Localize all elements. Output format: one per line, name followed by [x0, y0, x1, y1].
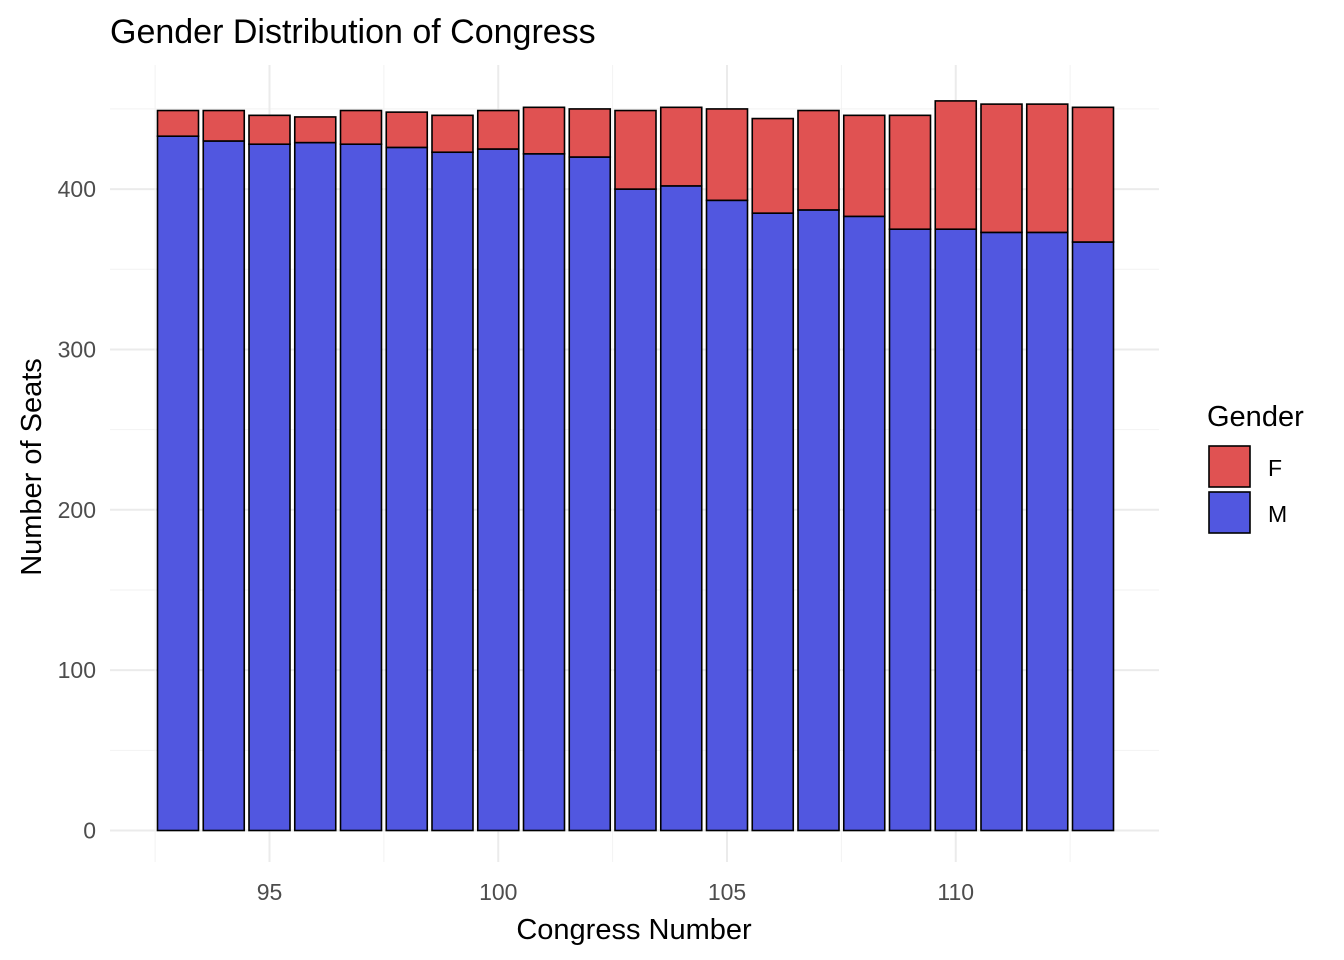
bar-f-97: [339, 109, 383, 146]
bar-f-99: [431, 114, 474, 154]
bar-f-103: [614, 109, 657, 190]
legend-key-m: [1208, 491, 1251, 534]
bar-m-104: [659, 185, 703, 832]
bar-m-112: [1025, 231, 1069, 832]
bar-f-105: [705, 108, 749, 202]
y-tick-label: 100: [58, 657, 96, 683]
bar-f-95: [248, 114, 291, 146]
bar-m-98: [385, 146, 429, 832]
bar-m-100: [476, 148, 520, 832]
bar-m-105: [705, 199, 749, 832]
x-axis-title: Congress Number: [516, 914, 752, 946]
legend-label-m: M: [1268, 501, 1287, 527]
legend-items: FM: [1208, 445, 1287, 534]
bar-m-106: [751, 212, 795, 832]
chart-title: Gender Distribution of Congress: [110, 13, 596, 51]
bar-f-112: [1025, 103, 1069, 234]
y-tick-label: 300: [58, 336, 96, 362]
bar-m-110: [934, 228, 978, 832]
bar-m-101: [522, 153, 566, 832]
bar-f-102: [568, 108, 612, 158]
bar-f-96: [293, 116, 337, 144]
bar-f-101: [522, 106, 566, 155]
bar-m-96: [293, 141, 337, 832]
legend: Gender FM: [1207, 401, 1304, 534]
tick-label-layer: 0 100 200 300 400 95 100 105 110: [58, 176, 974, 905]
bar-f-104: [659, 106, 703, 187]
bar-m-93: [156, 135, 200, 832]
x-tick-label: 110: [937, 879, 974, 905]
bar-m-109: [888, 228, 932, 832]
bar-f-113: [1071, 106, 1115, 243]
y-tick-label: 200: [58, 497, 96, 523]
bar-f-100: [476, 109, 520, 150]
x-tick-label: 100: [479, 879, 517, 905]
bar-layer: [156, 100, 1115, 832]
x-tick-label: 105: [708, 879, 746, 905]
x-tick-label: 95: [257, 879, 283, 905]
bar-m-103: [614, 188, 657, 832]
bar-m-108: [842, 215, 886, 832]
bar-m-95: [248, 143, 291, 832]
bar-m-111: [980, 231, 1023, 832]
bar-m-102: [568, 156, 612, 832]
bar-f-98: [385, 111, 429, 149]
y-axis-title: Number of Seats: [16, 358, 48, 576]
legend-title: Gender: [1207, 401, 1304, 433]
bar-f-108: [842, 114, 886, 218]
y-tick-label: 0: [83, 818, 96, 844]
bar-m-94: [202, 140, 246, 832]
bar-f-94: [202, 109, 246, 142]
bar-f-107: [797, 109, 840, 211]
y-tick-label: 400: [58, 176, 96, 202]
bar-f-111: [980, 103, 1023, 234]
bar-f-106: [751, 117, 795, 214]
legend-label-f: F: [1268, 455, 1282, 481]
bar-m-97: [339, 143, 383, 832]
bar-f-93: [156, 109, 200, 137]
bar-m-107: [797, 209, 840, 832]
bar-f-110: [934, 100, 978, 230]
bar-m-113: [1071, 241, 1115, 832]
legend-key-f: [1208, 445, 1251, 488]
bar-m-99: [431, 151, 474, 832]
bar-f-109: [888, 114, 932, 230]
